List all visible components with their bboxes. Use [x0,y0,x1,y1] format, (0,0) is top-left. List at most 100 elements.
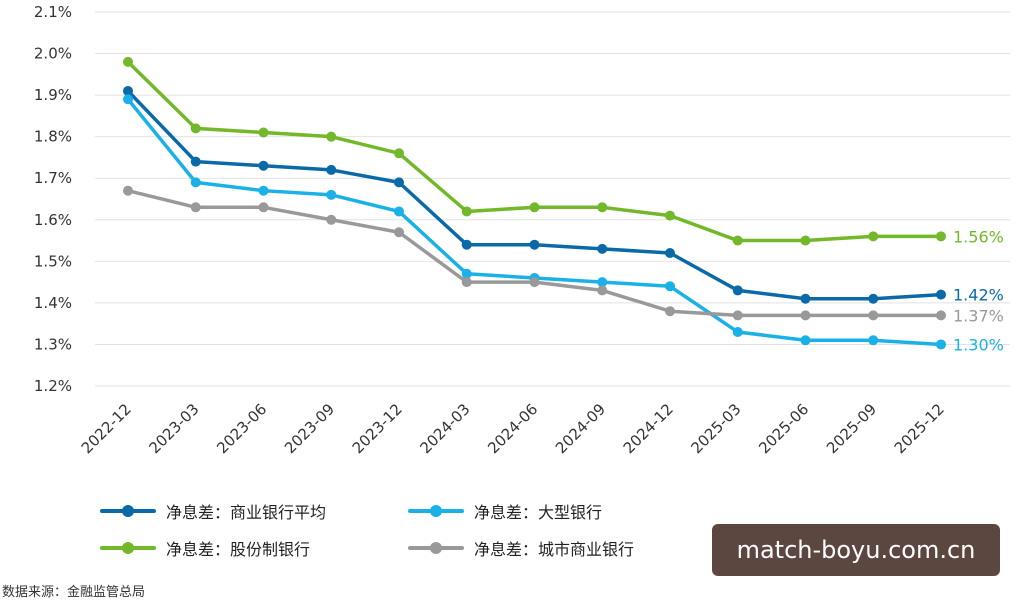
legend-label: 净息差：城市商业银行 [474,540,635,559]
series-line [126,60,943,243]
end-label: 1.37% [953,306,1004,325]
data-point [868,335,879,346]
grid-lines [95,11,1010,387]
data-point [936,339,946,350]
data-point [665,248,675,259]
data-point [123,56,133,67]
x-tick-label: 2023-06 [213,400,270,457]
data-point [529,277,540,288]
x-tick-label: 2023-09 [281,400,338,457]
y-tick-label: 1.2% [34,377,72,395]
x-tick-label: 2025-09 [823,400,880,457]
series-2 [123,56,946,246]
data-point [461,206,472,217]
data-point [258,127,269,138]
legend-swatch [408,500,464,522]
legend-dot [430,542,442,554]
series-3 [123,185,946,321]
data-point [123,185,133,196]
legend-dot [122,542,134,554]
x-tick-label: 2025-12 [891,400,948,457]
series-line [126,89,943,301]
legend-item-city-commercial-banks: 净息差：城市商业银行 [408,537,634,559]
data-point [732,310,743,321]
data-point [258,185,269,196]
data-point [732,235,743,246]
data-point [868,293,879,304]
data-point [800,293,811,304]
x-tick-label: 2024-06 [484,400,541,457]
data-point [665,281,675,292]
data-point [529,202,540,213]
legend-swatch [100,537,156,559]
data-point [326,164,337,175]
data-point [258,160,269,171]
y-tick-label: 1.3% [34,335,72,353]
data-point [123,94,133,105]
series-lines [123,56,946,350]
end-label: 1.42% [953,286,1004,305]
data-point [732,285,743,296]
y-tick-label: 1.7% [34,169,72,187]
x-axis-ticks: 2022-12 2023-03 2023-06 2023-09 2023-12 2024-… [78,400,948,457]
legend-dot [122,505,134,517]
watermark: match-boyu.com.cn [712,524,1000,576]
data-point [936,289,946,300]
y-tick-label: 1.9% [34,86,72,104]
data-point [800,310,811,321]
data-point [868,310,879,321]
legend-item-large-banks: 净息差：大型银行 [408,500,602,522]
x-tick-label: 2022-12 [78,400,135,457]
data-point [461,277,472,288]
data-point [326,214,337,225]
data-point [665,210,675,221]
y-tick-label: 2.1% [34,3,72,21]
legend-swatch [408,537,464,559]
legend: 净息差：商业银行平均 净息差：大型银行 净息差：股份制银行 净息差：城市商业银行 [100,500,700,570]
legend-item-commercial-average: 净息差：商业银行平均 [100,500,326,522]
end-labels: 1.42% 1.30% 1.56% 1.37% [953,227,1004,354]
data-point [394,148,404,159]
data-point [529,239,540,250]
data-point [665,306,675,317]
y-tick-label: 2.0% [34,45,72,63]
data-point [394,206,404,217]
end-label: 1.56% [953,227,1004,246]
y-tick-label: 1.4% [34,294,72,312]
data-point [461,268,472,279]
data-point [123,85,133,96]
data-point [868,231,879,242]
data-point [394,177,404,188]
data-point [258,202,269,213]
line-chart: 1.2% 1.3% 1.4% 1.5% 1.6% 1.7% 1.8% 1.9% 2.0% 2.1%… [34,3,1010,457]
x-tick-label: 2024-09 [552,400,609,457]
series-0 [123,85,946,304]
data-point [597,285,608,296]
y-tick-label: 1.8% [34,128,72,146]
x-tick-label: 2023-03 [146,400,203,457]
data-point [190,177,201,188]
data-point [190,202,201,213]
x-tick-label: 2024-03 [417,400,474,457]
data-point [461,239,472,250]
legend-swatch [100,500,156,522]
data-point [597,277,608,288]
data-point [936,310,946,321]
data-point [732,326,743,337]
x-tick-label: 2024-12 [620,400,677,457]
legend-dot [430,505,442,517]
data-point [800,235,811,246]
end-label: 1.30% [953,335,1004,354]
data-point [190,123,201,134]
data-point [936,231,946,242]
source-note: 数据来源：金融监管总局 [2,585,146,600]
x-tick-label: 2025-03 [688,400,745,457]
x-tick-label: 2023-12 [349,400,406,457]
legend-label: 净息差：股份制银行 [166,540,311,559]
data-point [597,243,608,254]
series-line [126,97,943,347]
x-tick-label: 2025-06 [755,400,812,457]
data-point [326,189,337,200]
legend-label: 净息差：商业银行平均 [166,503,327,522]
data-point [190,156,201,167]
